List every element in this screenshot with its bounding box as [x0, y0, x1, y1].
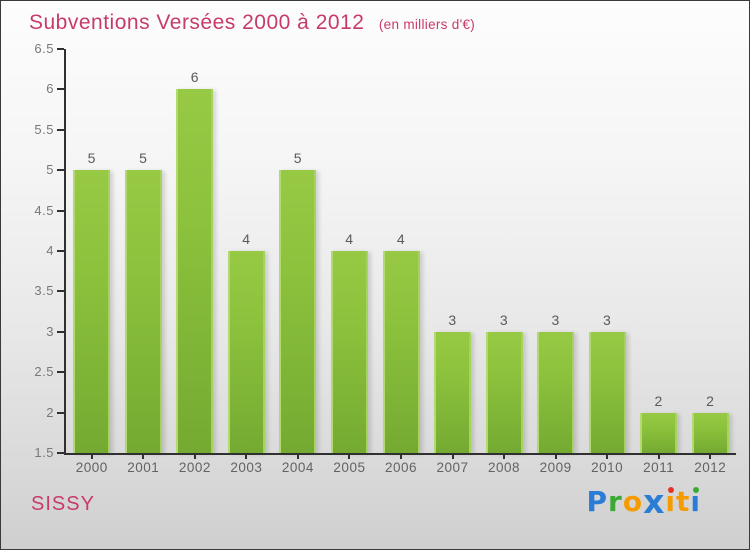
y-tick-1.5 [57, 452, 64, 454]
x-tick-2007 [451, 455, 454, 459]
y-tick-label-2: 2 [46, 404, 54, 420]
brand-letter-6: ı [690, 485, 701, 518]
x-label-2001: 2001 [127, 460, 160, 475]
x-tick-2006 [400, 455, 402, 459]
bar-2012 [691, 412, 729, 453]
x-tick-2002 [193, 455, 196, 459]
x-tick-2008 [503, 455, 506, 459]
bar-value-2003: 4 [242, 231, 251, 247]
x-label-2010: 2010 [591, 460, 624, 475]
x-tick-2005 [348, 455, 351, 459]
x-label-2004: 2004 [281, 460, 314, 475]
x-tick-2000 [90, 455, 93, 459]
y-tick-label-3.5: 3.5 [34, 283, 54, 299]
y-tick-2.5 [57, 371, 64, 374]
bar-2011 [640, 412, 678, 453]
bar-2002 [176, 89, 214, 453]
bar-2004 [279, 170, 317, 453]
bar-2010 [588, 331, 626, 453]
bar-value-2009: 3 [551, 311, 560, 328]
y-tick-6 [57, 88, 64, 91]
y-tick-3 [57, 330, 64, 333]
y-axis-line [64, 49, 66, 455]
brand-letter-0: P [586, 485, 609, 518]
brand-letter-dot-4 [667, 487, 674, 493]
y-tick-label-5.5: 5.5 [34, 121, 54, 137]
bar-value-2005: 4 [345, 231, 354, 247]
y-tick-label-2.5: 2.5 [34, 364, 54, 380]
x-tick-2012 [709, 455, 712, 459]
x-tick-2011 [657, 455, 660, 459]
x-label-2005: 2005 [333, 460, 366, 475]
bar-value-2010: 3 [602, 311, 612, 328]
y-tick-label-4: 4 [46, 243, 54, 258]
brand-letter-dot-6 [692, 487, 699, 493]
x-tick-2009 [554, 455, 557, 459]
brand-letter-1: r [608, 485, 623, 518]
y-tick-label-4.5: 4.5 [34, 202, 54, 218]
x-tick-2004 [296, 455, 299, 459]
y-tick-label-5: 5 [46, 162, 54, 178]
bar-2000 [73, 170, 111, 453]
bar-2006 [382, 251, 420, 453]
bar-2009 [537, 331, 575, 453]
y-tick-2 [57, 411, 64, 414]
x-tick-2003 [245, 455, 248, 459]
y-tick-label-1.5: 1.5 [34, 445, 54, 460]
brand-logo-proxiti: Proxı tı [586, 482, 701, 521]
y-tick-label-6: 6 [46, 81, 54, 97]
bar-2003 [227, 251, 265, 453]
y-tick-4 [57, 250, 64, 252]
chart-title: Subventions Versées 2000 à 2012 [29, 11, 365, 34]
y-tick-3.5 [57, 290, 64, 293]
bar-value-2000: 5 [87, 150, 96, 167]
brand-letter-2: o [622, 485, 644, 518]
bar-value-2006: 4 [396, 231, 406, 247]
x-tick-2001 [142, 455, 145, 459]
bar-2005 [330, 251, 368, 453]
bar-value-2008: 3 [499, 311, 509, 328]
x-label-2003: 2003 [230, 460, 263, 475]
x-tick-2010 [606, 455, 609, 459]
y-tick-5 [57, 169, 64, 172]
y-tick-label-6.5: 6.5 [34, 41, 54, 56]
bar-2008 [485, 331, 523, 453]
bar-value-2011: 2 [654, 392, 663, 409]
bar-value-2007: 3 [448, 311, 457, 328]
brand-letter-5: t [676, 485, 691, 518]
x-label-2011: 2011 [643, 460, 675, 475]
bar-2007 [434, 331, 472, 453]
location-label: SISSY [31, 493, 95, 515]
x-label-2008: 2008 [488, 460, 521, 475]
x-label-2007: 2007 [436, 460, 469, 475]
chart-header: Subventions Versées 2000 à 2012 (en mill… [29, 11, 475, 35]
y-tick-6.5 [57, 48, 64, 50]
x-label-2012: 2012 [694, 460, 727, 475]
x-label-2006: 2006 [384, 460, 418, 475]
chart-subtitle: (en milliers d'€) [378, 17, 476, 32]
bar-value-2004: 5 [293, 150, 303, 167]
x-axis-line [64, 453, 736, 455]
x-label-2000: 2000 [75, 460, 108, 475]
bar-2001 [124, 170, 162, 453]
bar-value-2001: 5 [139, 150, 148, 167]
bar-value-2012: 2 [706, 392, 715, 409]
bar-value-2002: 6 [190, 69, 199, 86]
y-tick-label-3: 3 [46, 323, 54, 339]
y-tick-4.5 [57, 209, 64, 212]
y-tick-5.5 [57, 128, 64, 131]
brand-letter-4: ı [665, 485, 676, 518]
x-label-2009: 2009 [539, 460, 572, 475]
x-label-2002: 2002 [178, 460, 211, 475]
